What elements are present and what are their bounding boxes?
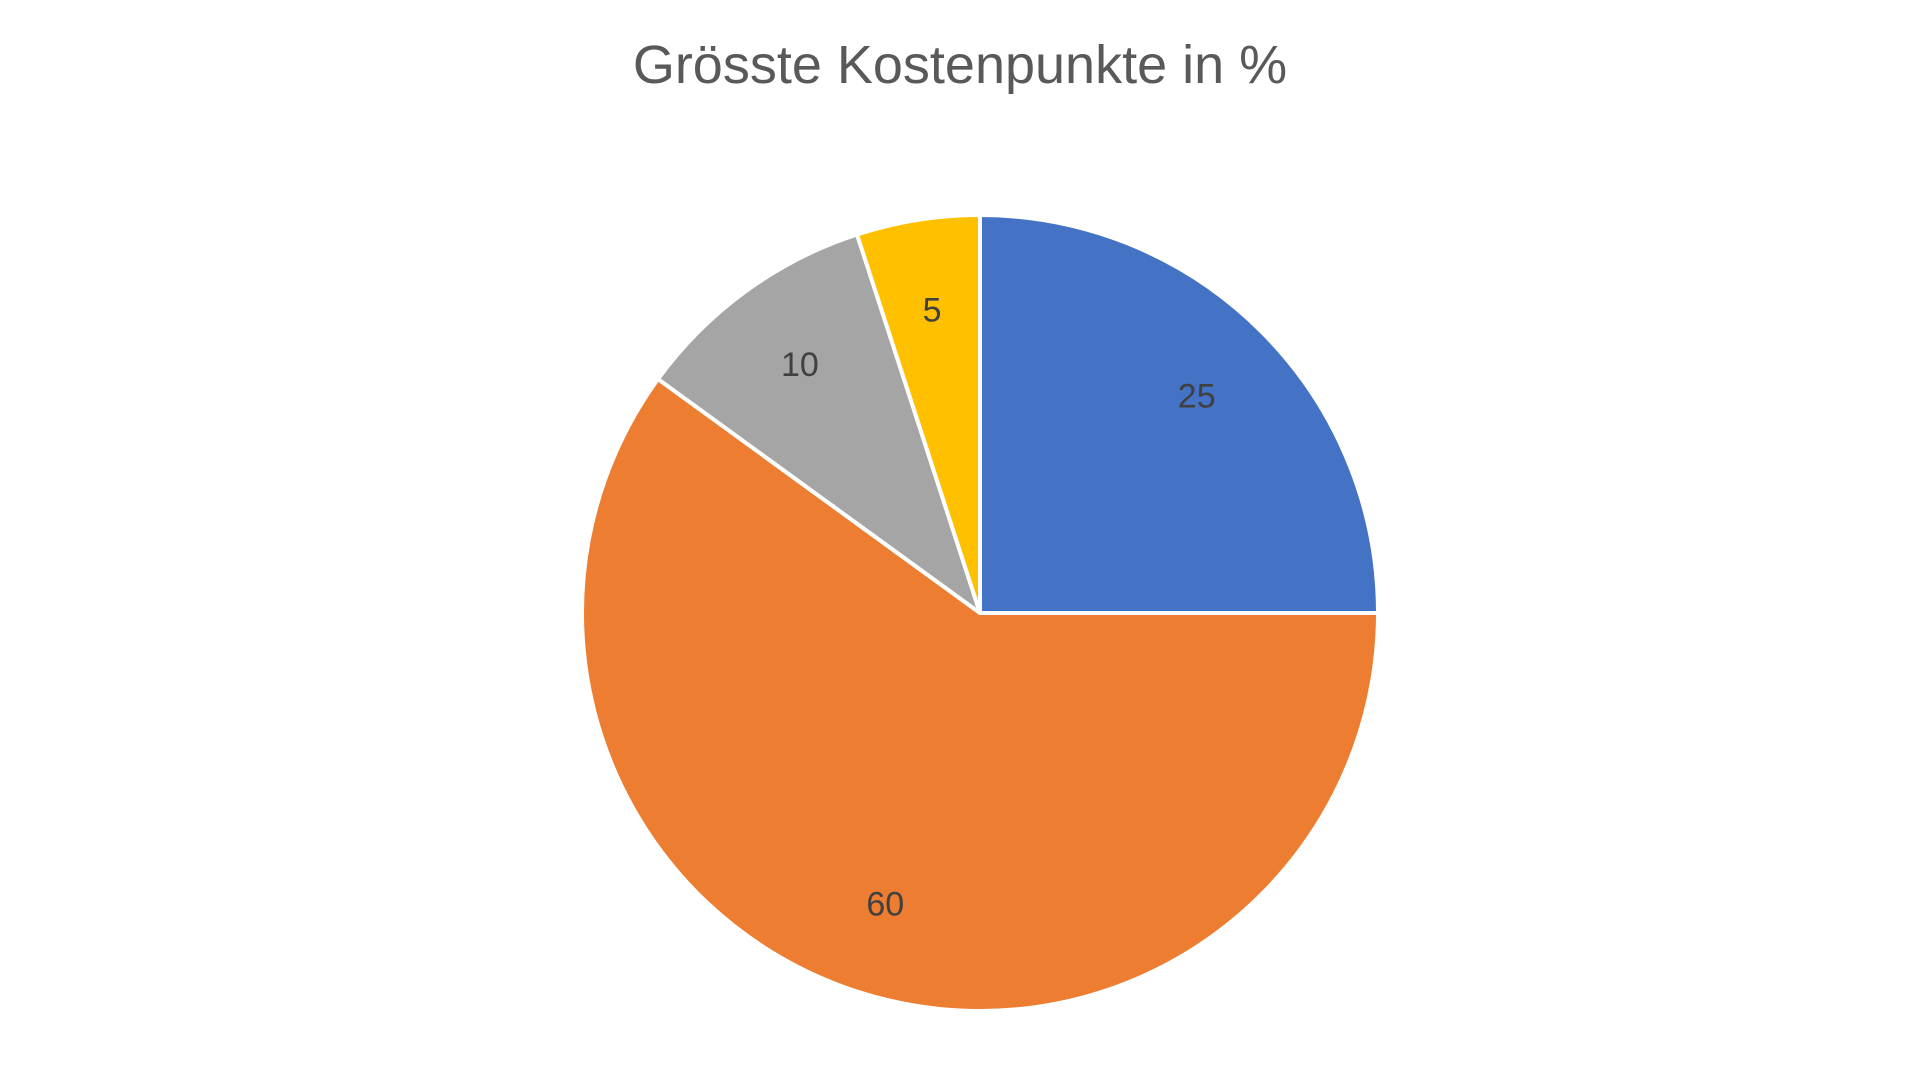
- data-label-25: 25: [1178, 377, 1216, 415]
- pie-data-labels: 25 60 10 5: [781, 291, 1216, 923]
- chart-title: Grösste Kostenpunkte in %: [632, 35, 1288, 95]
- data-label-60: 60: [866, 885, 904, 923]
- pie-slice-5: [855, 213, 982, 615]
- pie-slice-25: [978, 213, 1380, 615]
- data-label-5: 5: [923, 291, 942, 329]
- pie-slice-10: [656, 232, 982, 615]
- pie-slices: [580, 213, 1380, 1013]
- pie-slice-60: [580, 377, 1380, 1013]
- data-label-10: 10: [781, 346, 819, 384]
